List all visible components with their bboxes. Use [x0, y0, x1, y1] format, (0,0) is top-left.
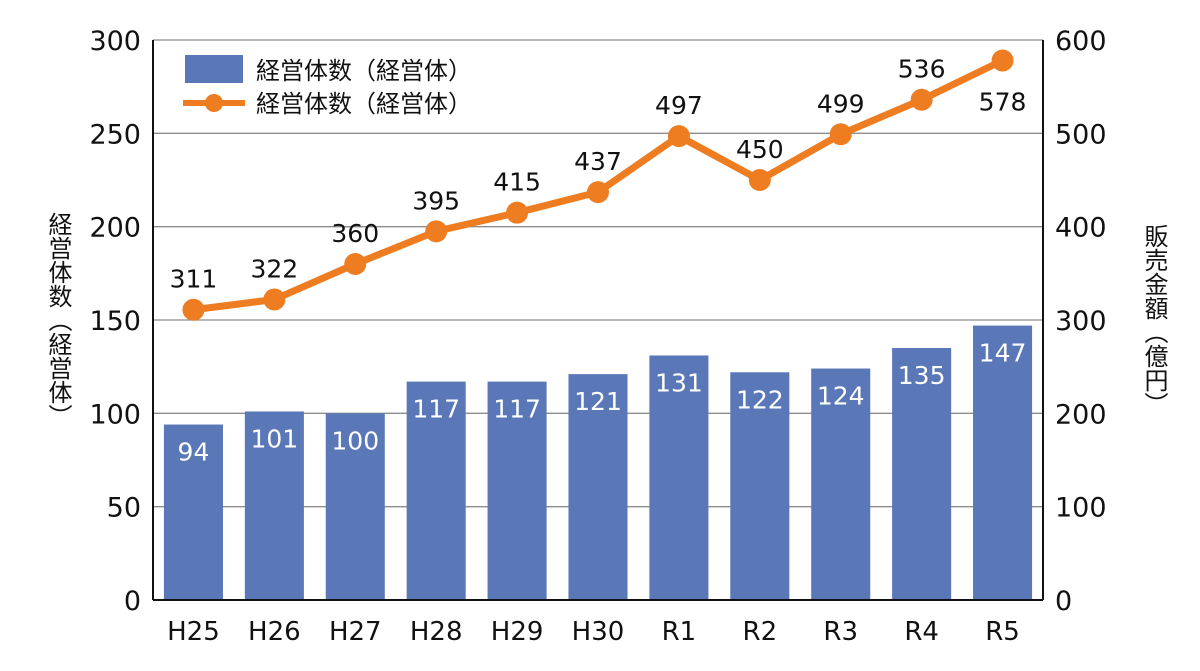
right-tick-label: 200: [1055, 399, 1107, 430]
legend-line-marker: [205, 94, 223, 112]
bar-value-label: 100: [331, 426, 379, 455]
bar: [406, 381, 466, 600]
bar: [973, 325, 1033, 600]
line-value-label: 578: [979, 88, 1027, 117]
line-point: [263, 288, 286, 311]
x-tick-label: H27: [329, 617, 382, 647]
left-axis-title: 経営体数（経営体）: [44, 212, 72, 428]
left-tick-label: 100: [89, 399, 141, 430]
bar: [892, 348, 952, 600]
line-point: [425, 220, 448, 243]
x-tick-label: H25: [167, 617, 220, 647]
line-value-label: 450: [736, 135, 784, 164]
line-value-label: 499: [817, 89, 865, 118]
line-value-label: 360: [331, 219, 379, 248]
right-tick-label: 300: [1055, 306, 1107, 337]
bar: [163, 424, 223, 600]
x-tick-label: H29: [491, 617, 544, 647]
bar-value-label: 135: [898, 361, 946, 390]
x-tick-label: H28: [410, 617, 463, 647]
line-value-label: 322: [251, 254, 299, 283]
bar-value-label: 94: [178, 438, 210, 467]
left-tick-label: 200: [89, 213, 141, 244]
line-point: [910, 88, 933, 111]
bar: [325, 413, 385, 600]
x-tick-label: H26: [248, 617, 301, 647]
x-tick-label: R2: [743, 617, 778, 647]
left-tick-label: 300: [89, 26, 141, 57]
left-tick-label: 50: [107, 493, 141, 524]
line-value-label: 311: [170, 265, 218, 294]
bar-value-label: 121: [574, 387, 622, 416]
left-tick-label: 250: [89, 119, 141, 150]
line-point: [991, 49, 1014, 72]
bar-value-label: 131: [655, 368, 703, 397]
x-tick-label: R3: [823, 617, 858, 647]
legend: 経営体数（経営体） 経営体数（経営体）: [183, 55, 472, 118]
bar: [568, 374, 628, 600]
bar: [487, 381, 547, 600]
axes: 0 50 100 150 200 250 300 0 100 200 300 400 500 600 H25…: [89, 26, 1106, 647]
legend-bar-swatch: [185, 55, 243, 83]
bar-value-label: 101: [251, 424, 299, 453]
line-point: [748, 169, 771, 191]
x-tick-label: H30: [572, 617, 625, 647]
line-point: [829, 123, 852, 146]
line-point: [506, 201, 529, 224]
x-tick-label: R5: [985, 617, 1020, 647]
right-tick-label: 500: [1055, 119, 1107, 150]
legend-bar-label: 経営体数（経営体）: [256, 57, 472, 85]
line-point: [344, 253, 367, 275]
line-value-label: 536: [898, 55, 946, 84]
bar: [649, 355, 709, 600]
x-tick-label: R4: [904, 617, 939, 647]
line-value-label: 395: [412, 186, 460, 215]
line-point: [667, 125, 690, 148]
bar: [730, 372, 790, 600]
x-tick-label: R1: [662, 617, 697, 647]
line-series: 311 322 360 395 415 437 497 450 499 536 578: [170, 49, 1027, 321]
bar: [244, 411, 304, 600]
bar: [811, 368, 871, 600]
right-tick-label: 400: [1055, 213, 1107, 244]
line-value-label: 497: [655, 91, 703, 120]
line-point: [587, 181, 609, 204]
bar-series: 94 101 100 117 117 121 131 122 124 135 147: [163, 325, 1033, 600]
left-tick-label: 0: [124, 586, 141, 617]
legend-line-label: 経営体数（経営体）: [256, 90, 472, 118]
bar-value-label: 117: [412, 395, 460, 424]
right-tick-label: 0: [1055, 586, 1072, 617]
right-tick-label: 600: [1055, 26, 1107, 57]
line-point: [182, 298, 205, 321]
right-axis-title: 販売金額（億円）: [1140, 224, 1168, 416]
bar-value-label: 147: [979, 339, 1027, 368]
bar-value-label: 122: [736, 385, 784, 414]
right-tick-label: 100: [1055, 493, 1107, 524]
bar-value-label: 124: [817, 382, 865, 411]
left-tick-label: 150: [89, 306, 141, 337]
line-value-label: 437: [574, 147, 622, 176]
bar-value-label: 117: [493, 395, 541, 424]
line-value-label: 415: [493, 168, 541, 197]
